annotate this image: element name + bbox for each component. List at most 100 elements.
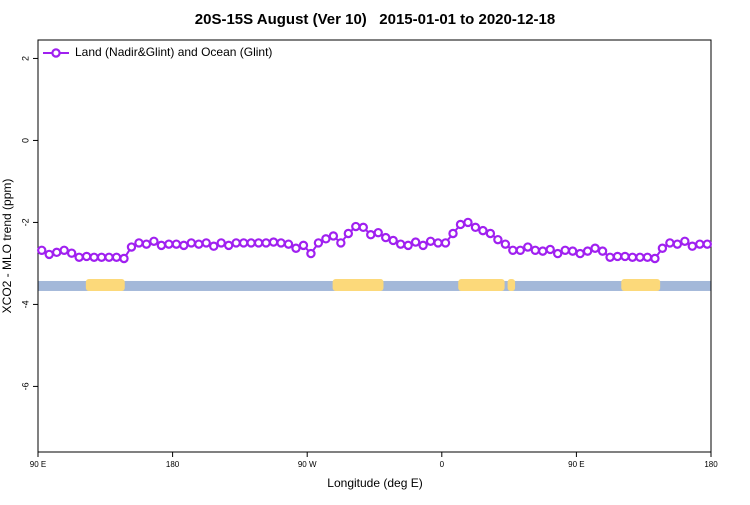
x-tick-label: 90 E bbox=[568, 460, 584, 469]
data-point bbox=[635, 252, 645, 262]
data-point bbox=[216, 238, 226, 248]
data-point bbox=[209, 241, 219, 251]
data-point bbox=[410, 237, 421, 247]
y-tick-label: -6 bbox=[20, 382, 30, 390]
data-point bbox=[433, 238, 443, 248]
data-point bbox=[156, 240, 167, 251]
data-point bbox=[51, 247, 62, 258]
data-point bbox=[553, 248, 563, 259]
data-point bbox=[283, 239, 294, 249]
data-point bbox=[627, 252, 638, 262]
data-point bbox=[238, 238, 249, 248]
data-point bbox=[612, 251, 623, 262]
data-point bbox=[500, 239, 511, 249]
data-point bbox=[74, 252, 84, 262]
data-point bbox=[119, 253, 129, 264]
x-tick-label: 180 bbox=[704, 460, 718, 469]
data-point bbox=[403, 240, 413, 251]
y-tick-label: 0 bbox=[20, 138, 30, 143]
data-point bbox=[620, 251, 630, 262]
data-point bbox=[313, 238, 324, 248]
data-point bbox=[298, 240, 309, 251]
y-axis-label: XCO2 - MLO trend (ppm) bbox=[0, 179, 14, 314]
land-segment bbox=[507, 278, 516, 291]
data-point bbox=[560, 245, 570, 256]
data-point bbox=[455, 219, 466, 230]
data-point bbox=[538, 246, 548, 256]
y-tick-label: 2 bbox=[20, 56, 30, 61]
data-point bbox=[440, 238, 451, 248]
data-point bbox=[597, 246, 608, 256]
data-point bbox=[89, 252, 99, 262]
data-point bbox=[328, 231, 339, 241]
data-point bbox=[44, 249, 54, 260]
chart-title: 20S-15S August (Ver 10) 2015-01-01 to 20… bbox=[195, 11, 555, 28]
data-point bbox=[478, 225, 488, 236]
data-point bbox=[687, 241, 698, 251]
data-point bbox=[134, 238, 144, 248]
data-point bbox=[37, 245, 47, 256]
data-point bbox=[642, 252, 653, 262]
data-point bbox=[171, 239, 182, 249]
data-point bbox=[366, 230, 376, 240]
data-point bbox=[665, 238, 675, 248]
data-point bbox=[650, 253, 660, 264]
data-point bbox=[253, 238, 264, 248]
data-point bbox=[201, 238, 211, 248]
data-point bbox=[493, 234, 503, 245]
x-axis-label: Longitude (deg E) bbox=[327, 476, 422, 490]
data-point bbox=[321, 234, 331, 244]
data-point bbox=[485, 228, 496, 239]
data-point bbox=[358, 222, 368, 233]
x-tick-label: 180 bbox=[166, 460, 180, 469]
data-point bbox=[395, 239, 406, 249]
data-point bbox=[186, 238, 196, 248]
data-point bbox=[575, 248, 585, 259]
data-point bbox=[81, 251, 92, 262]
data-point bbox=[545, 244, 555, 255]
data-point bbox=[179, 240, 189, 251]
data-point bbox=[680, 236, 690, 246]
land-segment bbox=[621, 278, 661, 291]
data-point bbox=[590, 243, 600, 253]
data-point bbox=[59, 245, 69, 256]
x-tick-label: 90 W bbox=[298, 460, 317, 469]
data-point bbox=[223, 240, 234, 251]
data-point bbox=[425, 236, 436, 246]
data-point bbox=[523, 242, 533, 252]
data-point bbox=[508, 245, 518, 256]
data-point bbox=[530, 245, 540, 256]
data-point bbox=[66, 248, 77, 258]
land-segment bbox=[332, 278, 384, 291]
x-tick-label: 90 E bbox=[30, 460, 46, 469]
data-point bbox=[470, 222, 481, 233]
data-point bbox=[246, 238, 256, 248]
data-point bbox=[126, 242, 137, 252]
legend-label: Land (Nadir&Glint) and Ocean (Glint) bbox=[75, 45, 272, 59]
data-point bbox=[448, 228, 458, 239]
data-point bbox=[373, 227, 383, 238]
data-point bbox=[231, 238, 241, 248]
data-point bbox=[702, 239, 712, 249]
data-point bbox=[164, 239, 174, 249]
data-point bbox=[672, 239, 683, 249]
data-point bbox=[194, 239, 204, 249]
legend-marker bbox=[51, 48, 61, 58]
data-point bbox=[388, 235, 398, 246]
data-point bbox=[605, 252, 615, 262]
data-point bbox=[111, 252, 122, 262]
data-point bbox=[343, 228, 354, 239]
data-point bbox=[276, 238, 286, 248]
land-segment bbox=[85, 278, 125, 291]
data-point bbox=[695, 239, 705, 249]
data-point bbox=[96, 252, 107, 262]
data-point bbox=[306, 248, 316, 259]
y-tick-label: -4 bbox=[20, 300, 30, 308]
data-point bbox=[381, 232, 391, 243]
data-point bbox=[149, 236, 159, 246]
data-point bbox=[291, 243, 301, 253]
land-segment bbox=[458, 278, 505, 291]
data-point bbox=[141, 239, 152, 249]
y-tick-label: -2 bbox=[20, 218, 30, 226]
